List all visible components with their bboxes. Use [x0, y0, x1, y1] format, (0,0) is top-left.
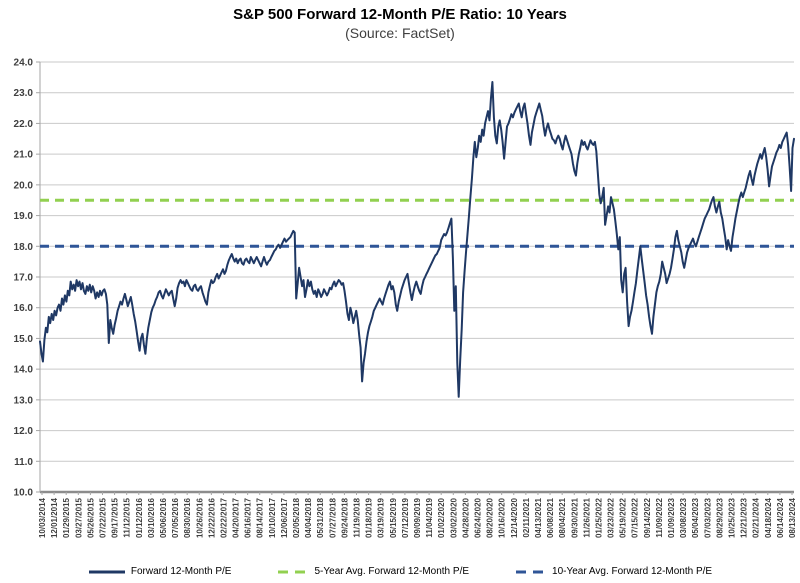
svg-text:08/13/2024: 08/13/2024	[788, 497, 797, 538]
svg-text:10/16/2020: 10/16/2020	[498, 497, 507, 538]
svg-text:12/21/2023: 12/21/2023	[740, 497, 749, 538]
svg-text:14.0: 14.0	[14, 365, 34, 376]
svg-text:03/02/2020: 03/02/2020	[449, 497, 458, 538]
gridlines	[36, 61, 794, 494]
svg-text:06/08/2021: 06/08/2021	[546, 497, 555, 538]
dashed-line-swatch-icon	[278, 570, 309, 573]
forward-pe-line	[39, 81, 795, 398]
svg-text:07/27/2018: 07/27/2018	[328, 497, 337, 538]
svg-text:07/22/2015: 07/22/2015	[98, 497, 107, 538]
svg-text:13.0: 13.0	[14, 395, 34, 406]
svg-text:16.0: 16.0	[14, 303, 34, 314]
svg-text:05/04/2023: 05/04/2023	[691, 497, 700, 538]
svg-text:01/02/2020: 01/02/2020	[437, 497, 446, 538]
svg-text:11/04/2019: 11/04/2019	[425, 497, 434, 537]
svg-text:08/20/2020: 08/20/2020	[486, 497, 495, 538]
svg-text:10/26/2016: 10/26/2016	[195, 497, 204, 538]
svg-text:03/27/2015: 03/27/2015	[74, 497, 83, 538]
chart-subtitle: (Source: FactSet)	[345, 25, 455, 41]
svg-text:07/03/2023: 07/03/2023	[703, 497, 712, 538]
svg-text:23.0: 23.0	[14, 88, 34, 99]
svg-text:24.0: 24.0	[14, 58, 34, 69]
svg-text:08/29/2023: 08/29/2023	[715, 497, 724, 538]
svg-text:10.0: 10.0	[14, 488, 34, 499]
svg-text:06/14/2024: 06/14/2024	[776, 497, 785, 538]
svg-text:04/20/2017: 04/20/2017	[232, 497, 241, 538]
svg-text:03/23/2022: 03/23/2022	[607, 497, 616, 538]
svg-text:21.0: 21.0	[14, 150, 34, 161]
svg-text:20.0: 20.0	[14, 180, 34, 191]
legend-item-forward-pe: Forward 12-Month P/E	[88, 566, 232, 577]
svg-text:02/05/2018: 02/05/2018	[292, 497, 301, 538]
chart-legend: Forward 12-Month P/E 5-Year Avg. Forward…	[0, 566, 800, 577]
svg-text:04/13/2021: 04/13/2021	[534, 497, 543, 538]
svg-text:12/06/2017: 12/06/2017	[280, 497, 289, 538]
legend-label: 10-Year Avg. Forward 12-Month P/E	[552, 566, 713, 577]
svg-text:05/06/2016: 05/06/2016	[159, 497, 168, 538]
svg-text:10/03/2014: 10/03/2014	[38, 497, 47, 538]
svg-text:02/22/2017: 02/22/2017	[219, 497, 228, 538]
svg-text:17.0: 17.0	[14, 273, 34, 284]
svg-text:08/30/2016: 08/30/2016	[183, 497, 192, 538]
y-axis-tick-labels: 10.0 11.0 12.0 13.0 14.0 15.0 16.0 17.0 18.0 19.0…	[14, 58, 34, 499]
svg-text:09/14/2022: 09/14/2022	[643, 497, 652, 538]
svg-text:11/19/2018: 11/19/2018	[353, 497, 362, 537]
svg-text:01/29/2015: 01/29/2015	[62, 497, 71, 538]
svg-text:07/15/2022: 07/15/2022	[631, 497, 640, 538]
svg-text:09/30/2021: 09/30/2021	[570, 497, 579, 538]
svg-text:22.0: 22.0	[14, 119, 34, 130]
svg-text:01/12/2016: 01/12/2016	[135, 497, 144, 538]
svg-text:09/24/2018: 09/24/2018	[340, 497, 349, 538]
svg-text:10/10/2017: 10/10/2017	[268, 497, 277, 538]
svg-text:12/22/2016: 12/22/2016	[207, 497, 216, 538]
svg-text:01/09/2023: 01/09/2023	[667, 497, 676, 538]
legend-label: 5-Year Avg. Forward 12-Month P/E	[314, 566, 470, 577]
svg-text:04/04/2018: 04/04/2018	[304, 497, 313, 538]
svg-text:04/18/2024: 04/18/2024	[764, 497, 773, 538]
svg-text:12.0: 12.0	[14, 426, 34, 437]
dashed-line-swatch-icon	[516, 570, 547, 573]
svg-text:19.0: 19.0	[14, 211, 34, 222]
svg-text:07/05/2016: 07/05/2016	[171, 497, 180, 538]
svg-text:15.0: 15.0	[14, 334, 34, 345]
svg-text:09/17/2015: 09/17/2015	[111, 497, 120, 538]
svg-text:11/09/2022: 11/09/2022	[655, 497, 664, 537]
svg-text:06/16/2017: 06/16/2017	[244, 497, 253, 538]
svg-text:10/25/2023: 10/25/2023	[728, 497, 737, 538]
svg-text:08/04/2021: 08/04/2021	[558, 497, 567, 538]
svg-text:18.0: 18.0	[14, 242, 34, 253]
legend-item-10yr-avg: 10-Year Avg. Forward 12-Month P/E	[515, 566, 712, 577]
x-axis-tick-labels: 10/03/2014 12/01/2014 01/29/2015 03/27/2015…	[38, 492, 797, 538]
svg-text:05/31/2018: 05/31/2018	[316, 497, 325, 538]
svg-text:06/24/2020: 06/24/2020	[473, 497, 482, 538]
svg-text:04/28/2020: 04/28/2020	[461, 497, 470, 538]
legend-label: Forward 12-Month P/E	[130, 566, 232, 577]
svg-text:09/09/2019: 09/09/2019	[413, 497, 422, 538]
svg-text:11/12/2015: 11/12/2015	[123, 497, 132, 537]
svg-text:11/26/2021: 11/26/2021	[582, 497, 591, 537]
chart-title: S&P 500 Forward 12-Month P/E Ratio: 10 Y…	[233, 6, 567, 23]
svg-text:07/12/2019: 07/12/2019	[401, 497, 410, 538]
svg-text:12/01/2014: 12/01/2014	[50, 497, 59, 538]
svg-text:05/19/2022: 05/19/2022	[619, 497, 628, 538]
svg-text:02/21/2024: 02/21/2024	[752, 497, 761, 538]
svg-text:01/25/2022: 01/25/2022	[594, 497, 603, 538]
svg-text:01/18/2019: 01/18/2019	[365, 497, 374, 538]
svg-text:11.0: 11.0	[14, 457, 33, 468]
svg-text:08/14/2017: 08/14/2017	[256, 497, 265, 538]
svg-text:03/19/2019: 03/19/2019	[377, 497, 386, 538]
svg-text:12/14/2020: 12/14/2020	[510, 497, 519, 538]
svg-text:05/15/2019: 05/15/2019	[389, 497, 398, 538]
solid-line-swatch-icon	[88, 570, 125, 573]
svg-text:05/26/2015: 05/26/2015	[86, 497, 95, 538]
svg-text:03/10/2016: 03/10/2016	[147, 497, 156, 538]
legend-item-5yr-avg: 5-Year Avg. Forward 12-Month P/E	[277, 566, 469, 577]
svg-text:03/08/2023: 03/08/2023	[679, 497, 688, 538]
svg-text:02/11/2021: 02/11/2021	[522, 497, 531, 537]
